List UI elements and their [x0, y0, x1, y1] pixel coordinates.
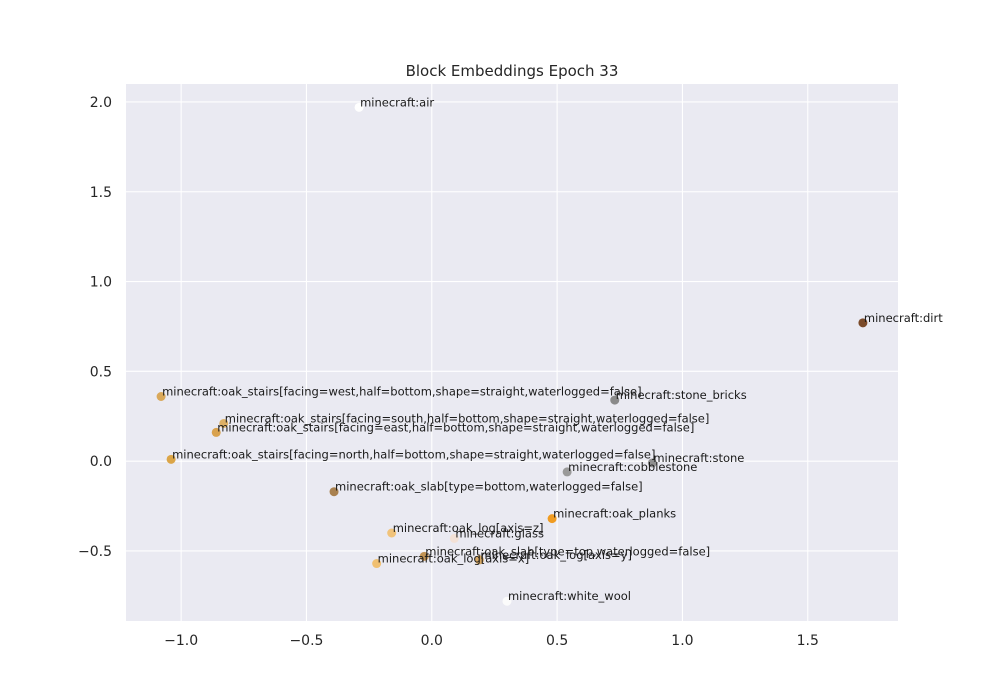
point-label: minecraft:oak_planks [553, 507, 676, 521]
x-axis-ticks: −1.0 −0.5 0.0 0.5 1.0 1.5 [164, 633, 819, 649]
x-tick-label: −0.5 [289, 633, 323, 649]
y-tick-label: 1.0 [90, 275, 112, 291]
point-label: minecraft:oak_stairs[facing=east,half=bo… [217, 420, 694, 434]
x-tick-label: 0.0 [421, 633, 443, 649]
plot-area [126, 84, 898, 621]
data-point [562, 467, 572, 477]
point-label: minecraft:oak_slab[type=bottom,waterlogg… [335, 480, 643, 494]
point-label: minecraft:oak_log[axis=y] [480, 548, 632, 562]
data-point [219, 418, 229, 428]
grid-lines [126, 84, 898, 621]
data-point [610, 395, 620, 405]
y-tick-label: 1.5 [90, 185, 112, 201]
point-label: minecraft:stone_bricks [616, 388, 747, 402]
y-axis-ticks: −0.5 0.0 0.5 1.0 1.5 2.0 [78, 95, 112, 560]
y-tick-label: −0.5 [78, 544, 112, 560]
data-points [156, 102, 868, 606]
point-label: minecraft:oak_stairs[facing=west,half=bo… [162, 385, 641, 399]
point-label: minecraft:cobblestone [568, 460, 697, 474]
data-point [211, 427, 221, 437]
data-point [354, 102, 364, 112]
data-point [502, 596, 512, 606]
data-point [419, 551, 429, 561]
point-label: minecraft:oak_slab[type=top,waterlogged=… [425, 544, 710, 558]
point-label: minecraft:dirt [864, 311, 943, 325]
data-point [858, 318, 868, 328]
point-label: minecraft:glass [455, 526, 544, 540]
y-tick-label: 2.0 [90, 95, 112, 111]
data-point [166, 454, 176, 464]
data-point [647, 458, 657, 468]
point-label: minecraft:oak_stairs[facing=north,half=b… [172, 447, 655, 461]
data-point [449, 533, 459, 543]
point-label: minecraft:oak_log[axis=z] [393, 521, 544, 535]
data-point [547, 514, 557, 524]
point-label: minecraft:white_wool [508, 589, 631, 603]
y-tick-label: 0.0 [90, 454, 112, 470]
x-tick-label: 0.5 [546, 633, 568, 649]
point-labels: minecraft:air minecraft:dirt minecraft:oak… [162, 95, 943, 603]
point-label: minecraft:stone [653, 451, 744, 465]
data-point [387, 528, 397, 538]
point-label: minecraft:air [360, 95, 434, 109]
point-label: minecraft:oak_stairs[facing=south,half=b… [225, 411, 710, 425]
data-point [156, 392, 166, 402]
data-point [474, 555, 484, 565]
x-tick-label: 1.5 [797, 633, 819, 649]
x-tick-label: 1.0 [671, 633, 693, 649]
y-tick-label: 0.5 [90, 364, 112, 380]
data-point [372, 559, 382, 569]
x-tick-label: −1.0 [164, 633, 198, 649]
chart-title: Block Embeddings Epoch 33 [406, 62, 619, 80]
data-point [329, 487, 339, 497]
point-label: minecraft:oak_log[axis=x] [378, 552, 530, 566]
